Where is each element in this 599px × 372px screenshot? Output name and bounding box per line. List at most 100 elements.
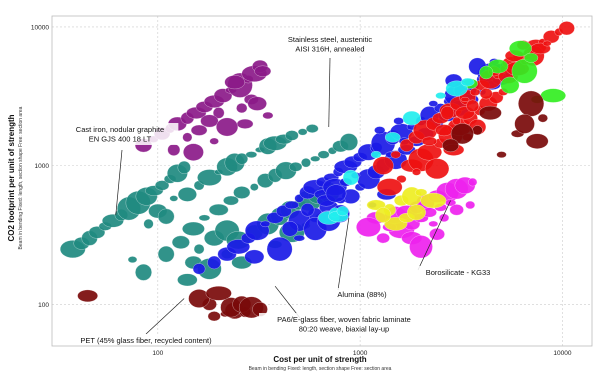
data-point-red	[399, 138, 414, 152]
data-point-red	[460, 96, 470, 103]
data-point-cyan	[435, 92, 446, 100]
data-point-magenta	[356, 217, 381, 238]
data-point-teal	[208, 203, 229, 216]
data-point-maroon	[472, 125, 483, 136]
data-point-teal	[157, 208, 175, 225]
data-point-magenta	[449, 204, 464, 216]
data-point-blue	[281, 221, 299, 237]
data-point-blue	[207, 255, 222, 270]
data-point-teal	[317, 150, 330, 159]
data-point-red	[479, 88, 493, 100]
data-point-purple	[236, 118, 254, 129]
data-point-maroon	[77, 289, 98, 303]
y-axis-title: CO2 footprint per unit of strength	[7, 114, 16, 241]
data-point-maroon	[450, 123, 474, 145]
annotation-label: Cast iron, nodular graphite	[76, 125, 164, 134]
data-point-teal	[285, 130, 299, 141]
data-point-purple	[215, 117, 239, 137]
data-point-maroon	[496, 151, 507, 159]
data-point-blue	[293, 234, 305, 242]
x-tick-label: 1000	[353, 350, 368, 357]
data-point-cyan	[460, 77, 475, 87]
data-point-red	[440, 106, 455, 120]
data-point-red	[435, 124, 453, 137]
plot-frame	[51, 15, 593, 347]
data-point-green	[511, 58, 538, 84]
data-point-blue	[428, 100, 439, 107]
data-point-teal	[177, 187, 197, 202]
annotation-leader	[274, 285, 301, 319]
tick-labels: 100 1000 10000 100 1000 10000	[31, 24, 572, 357]
data-point-yellow	[407, 204, 426, 221]
data-point-magenta	[409, 235, 433, 259]
data-point-blue	[226, 239, 251, 255]
annotation-label: PA6/E-glass fiber, woven fabric laminate	[277, 315, 411, 324]
data-point-teal	[193, 243, 205, 255]
data-point-green	[540, 88, 566, 103]
data-point-cyan	[370, 150, 382, 159]
data-point-purple	[190, 124, 208, 136]
data-point-red	[396, 175, 407, 184]
data-point-cyan	[402, 110, 421, 126]
data-point-red	[558, 21, 575, 36]
annotation-leader	[145, 298, 185, 335]
data-point-blue	[192, 263, 206, 275]
data-point-maroon	[514, 114, 535, 134]
data-point-magenta	[428, 220, 439, 228]
y-tick-label: 100	[38, 302, 49, 309]
data-point-teal	[305, 124, 319, 133]
data-point-maroon	[442, 138, 460, 153]
annotation-label: 80:20 weave, biaxial lay-up	[299, 325, 389, 334]
annotation-leader	[337, 217, 350, 291]
data-point-teal	[182, 221, 205, 236]
annotation-box	[271, 33, 389, 55]
y-tick-label: 1000	[35, 163, 50, 170]
data-point-maroon	[537, 113, 548, 123]
annotation-box	[63, 334, 229, 347]
data-point-cyan	[342, 169, 359, 186]
data-point-teal	[157, 245, 175, 263]
annotation-label: Borosilicate - KG33	[426, 268, 491, 277]
data-point-purple	[236, 103, 248, 114]
annotation-box	[416, 266, 500, 279]
data-point-blue	[300, 203, 315, 217]
y-axis-subtitle: Beam in bending Fixed: length, section s…	[18, 106, 24, 249]
data-point-teal	[235, 152, 249, 165]
data-point-blue	[325, 184, 347, 203]
data-point-green	[524, 52, 539, 63]
data-points	[59, 21, 575, 322]
data-point-blue	[260, 220, 271, 228]
data-point-purple	[200, 114, 219, 128]
data-point-red	[411, 168, 422, 176]
data-point-maroon	[518, 90, 545, 117]
data-point-blue	[374, 126, 386, 135]
data-point-teal	[127, 256, 138, 264]
data-point-teal	[288, 162, 303, 172]
annotation-leader	[115, 149, 123, 216]
data-point-red	[424, 158, 450, 180]
data-point-purple	[182, 132, 193, 143]
annotation-box	[61, 123, 179, 145]
data-point-red	[376, 178, 403, 196]
data-point-yellow	[414, 188, 428, 197]
y-tick-label: 10000	[31, 24, 49, 31]
data-point-blue	[244, 249, 265, 264]
data-point-green	[500, 76, 520, 94]
data-point-yellow	[375, 207, 392, 223]
data-point-purple	[212, 107, 225, 119]
data-point-red	[466, 99, 480, 113]
data-point-purple	[167, 143, 181, 156]
data-point-teal	[177, 273, 198, 287]
annotation-box	[332, 288, 392, 301]
data-point-teal	[249, 183, 259, 191]
annotation-leader	[417, 200, 451, 271]
data-point-maroon	[205, 285, 232, 301]
data-point-maroon	[525, 133, 549, 149]
data-point-teal	[339, 133, 358, 151]
data-point-red	[421, 136, 438, 146]
data-point-teal	[143, 218, 154, 229]
data-point-magenta	[468, 177, 478, 187]
data-point-teal	[177, 160, 191, 174]
